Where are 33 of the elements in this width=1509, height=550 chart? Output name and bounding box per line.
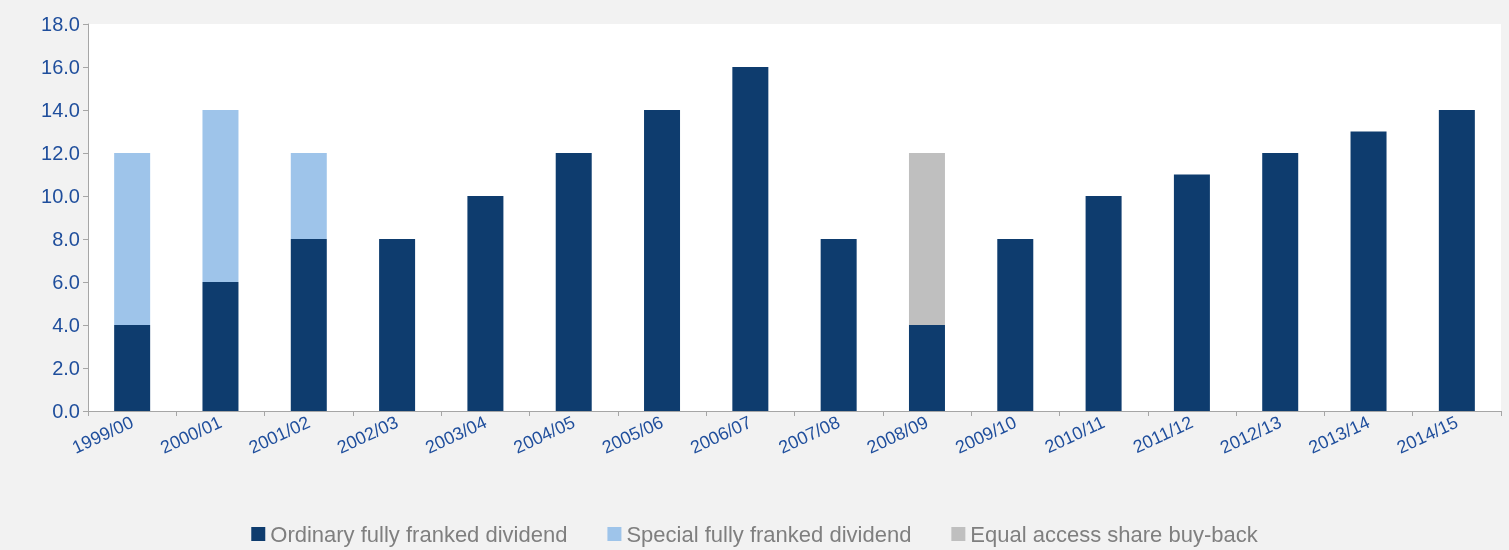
y-tick-label: 14.0 bbox=[41, 99, 80, 121]
bar bbox=[467, 196, 504, 411]
y-tick-label: 12.0 bbox=[41, 142, 80, 164]
bar bbox=[1438, 110, 1475, 411]
y-tick-label: 4.0 bbox=[52, 314, 80, 336]
y-tick-label: 2.0 bbox=[52, 357, 80, 379]
bar bbox=[555, 153, 592, 411]
bar bbox=[997, 239, 1034, 411]
bar bbox=[908, 325, 945, 411]
bar bbox=[820, 239, 857, 411]
bar bbox=[202, 282, 239, 411]
bar bbox=[1350, 131, 1387, 411]
bar bbox=[290, 239, 327, 411]
bar bbox=[202, 110, 239, 282]
bar bbox=[908, 153, 945, 325]
bar bbox=[1085, 196, 1122, 411]
legend-label: Special fully franked dividend bbox=[626, 521, 912, 547]
y-tick-label: 8.0 bbox=[52, 228, 80, 250]
legend-label: Equal access share buy-back bbox=[970, 521, 1259, 547]
legend-label: Ordinary fully franked dividend bbox=[270, 521, 568, 547]
y-tick-label: 10.0 bbox=[41, 185, 80, 207]
bar bbox=[644, 110, 681, 411]
bar bbox=[114, 153, 151, 325]
bar bbox=[1262, 153, 1299, 411]
bar bbox=[732, 67, 769, 411]
bar bbox=[114, 325, 151, 411]
y-tick-label: 18.0 bbox=[41, 13, 80, 35]
y-tick-label: 16.0 bbox=[41, 56, 80, 78]
y-tick-label: 0.0 bbox=[52, 400, 80, 422]
bar bbox=[290, 153, 327, 239]
bar bbox=[1173, 174, 1210, 411]
y-tick-label: 6.0 bbox=[52, 271, 80, 293]
bar bbox=[379, 239, 416, 411]
